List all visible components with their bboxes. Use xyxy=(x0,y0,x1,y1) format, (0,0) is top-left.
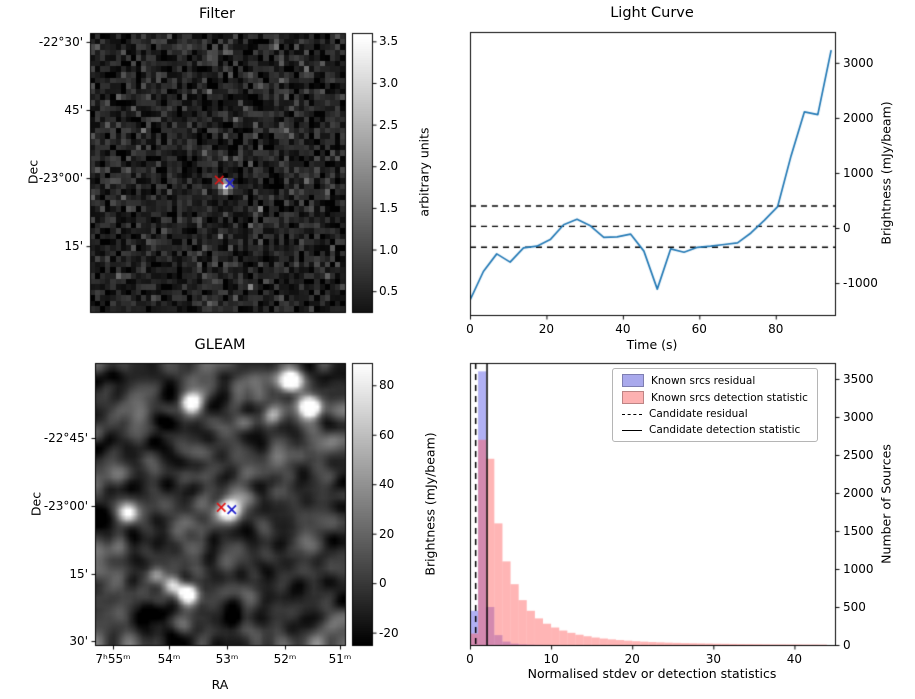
legend-label: Known srcs detection statistic xyxy=(651,391,808,404)
gleam-colorbar-tick-label: -20 xyxy=(379,625,399,640)
gleam-ytick-label: -23°00' xyxy=(43,498,88,513)
legend-label: Candidate residual xyxy=(649,408,748,420)
lightcurve-xtick-label: 80 xyxy=(768,322,784,336)
legend-dashed-line-icon xyxy=(622,413,642,415)
filter-colorbar-tick-label: 3.5 xyxy=(379,34,399,49)
hist-xtick-label: 0 xyxy=(466,652,474,666)
filter-ytick-label: -23°00' xyxy=(38,171,83,186)
lightcurve-xtick-label: 60 xyxy=(691,322,707,336)
hist-ytick-label: 2000 xyxy=(843,485,874,500)
legend-item-known-srcs-detection: Known srcs detection statistic xyxy=(622,391,808,404)
filter-ytick-label: -22°30' xyxy=(38,34,83,49)
filter-colorbar-tick-label: 2.5 xyxy=(379,117,399,132)
hist-xtick-label: 20 xyxy=(624,652,640,666)
gleam-xtick-label: 7ʰ55ᵐ xyxy=(95,652,131,666)
histogram-legend: Known srcs residual Known srcs detection… xyxy=(612,368,818,442)
hist-xtick-label: 40 xyxy=(786,652,803,666)
lightcurve-xtick-label: 0 xyxy=(466,322,474,336)
gleam-ytick-label: -22°45' xyxy=(43,431,88,445)
filter-colorbar-tick-label: 1.0 xyxy=(379,242,399,257)
legend-item-candidate-residual: Candidate residual xyxy=(622,408,808,420)
lightcurve-ytick-label: 3000 xyxy=(843,55,874,70)
gleam-ytick-label: 15' xyxy=(69,566,88,581)
gleam-xtick-label: 52ᵐ xyxy=(273,652,297,666)
gleam-xtick-label: 54ᵐ xyxy=(157,652,181,666)
filter-colorbar-tick-label: 1.5 xyxy=(379,200,399,215)
histogram-ylabel: Number of Sources xyxy=(878,444,894,564)
legend-label: Candidate detection statistic xyxy=(649,424,801,436)
gleam-colorbar-tick-label: 40 xyxy=(379,477,395,492)
lightcurve-xtick-label: 40 xyxy=(615,322,631,336)
hist-ytick-label: 500 xyxy=(843,599,866,614)
gleam-colorbar-tick-label: 80 xyxy=(379,378,395,393)
lightcurve-ylabel: Brightness (mJy/beam) xyxy=(878,101,894,245)
histogram-xlabel: Normalised stdev or detection statistics xyxy=(527,666,777,681)
hist-xtick-label: 10 xyxy=(543,652,559,666)
lightcurve-title: Light Curve xyxy=(610,5,694,21)
legend-patch-blue-icon xyxy=(622,374,644,387)
gleam-xtick-label: 53ᵐ xyxy=(215,652,239,666)
lightcurve-ytick-label: 0 xyxy=(843,221,851,235)
lightcurve-xtick-label: 20 xyxy=(538,322,555,336)
gleam-xlabel: RA xyxy=(211,677,229,692)
hist-ytick-label: 1500 xyxy=(843,523,874,538)
gleam-colorbar-tick-label: 60 xyxy=(379,427,395,442)
hist-ytick-label: 0 xyxy=(843,638,851,652)
filter-ytick-label: 15' xyxy=(64,239,83,254)
hist-ytick-label: 3500 xyxy=(843,371,874,386)
filter-colorbar-tick-label: 3.0 xyxy=(379,75,399,90)
lightcurve-ytick-label: 2000 xyxy=(843,110,874,125)
filter-colorbar-label: arbitrary units xyxy=(416,127,432,217)
legend-item-candidate-detection: Candidate detection statistic xyxy=(622,424,808,436)
filter-colorbar-tick-label: 0.5 xyxy=(379,284,399,299)
lightcurve-xlabel: Time (s) xyxy=(626,337,678,352)
hist-xtick-label: 30 xyxy=(705,652,721,666)
lightcurve-ytick-label: -1000 xyxy=(843,276,878,291)
legend-label: Known srcs residual xyxy=(651,374,756,387)
gleam-colorbar-label: Brightness (mJy/beam) xyxy=(422,432,438,576)
gleam-ylabel: Dec xyxy=(28,491,44,517)
lightcurve-ytick-label: 1000 xyxy=(843,165,874,180)
filter-title: Filter xyxy=(199,6,235,22)
gleam-title: GLEAM xyxy=(194,337,246,353)
legend-item-known-srcs-residual: Known srcs residual xyxy=(622,374,808,387)
filter-colorbar-tick-label: 2.0 xyxy=(379,159,399,174)
hist-ytick-label: 2500 xyxy=(843,447,874,462)
filter-ytick-label: 45' xyxy=(64,103,83,117)
gleam-colorbar-tick-label: 20 xyxy=(379,526,395,541)
gleam-colorbar-tick-label: 0 xyxy=(379,576,387,591)
legend-solid-line-icon xyxy=(622,429,642,431)
hist-ytick-label: 3000 xyxy=(843,409,874,424)
gleam-xtick-label: 51ᵐ xyxy=(328,652,352,666)
hist-ytick-label: 1000 xyxy=(843,561,874,576)
gleam-ytick-label: 30' xyxy=(69,634,88,649)
legend-patch-pink-icon xyxy=(622,391,644,404)
